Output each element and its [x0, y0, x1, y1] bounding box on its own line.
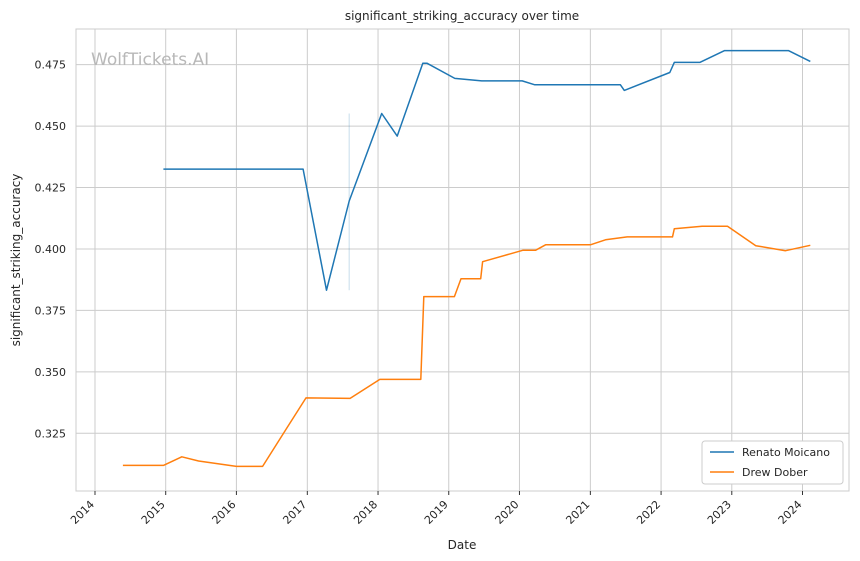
x-tick-label: 2016 [210, 498, 239, 527]
series-line-drew-dober [122, 225, 811, 468]
y-tick-label: 0.375 [35, 304, 67, 317]
series-line-renato-moicano [163, 49, 811, 291]
chart-title: significant_striking_accuracy over time [345, 9, 579, 23]
plot-area [76, 29, 849, 491]
plot-frame [75, 28, 850, 492]
y-tick-label: 0.450 [35, 120, 67, 133]
y-tick-label: 0.350 [35, 366, 67, 379]
x-tick-label: 2017 [280, 498, 309, 527]
grid [76, 29, 849, 491]
watermark: WolfTickets.AI [91, 50, 209, 70]
x-tick-label: 2015 [139, 498, 168, 527]
x-tick-label: 2022 [634, 498, 663, 527]
x-tick-label: 2018 [351, 498, 380, 527]
x-tick-labels: 2014 2015 2016 2017 2018 2019 2020 2021 2022 2023… [68, 491, 805, 527]
y-tick-label: 0.425 [35, 182, 67, 195]
x-tick-label: 2020 [493, 498, 522, 527]
x-tick-label: 2021 [563, 498, 592, 527]
x-tick-label: 2023 [705, 498, 734, 527]
legend-label-drew: Drew Dober [742, 466, 808, 479]
y-tick-label: 0.475 [35, 59, 67, 72]
x-tick-label: 2014 [68, 498, 97, 527]
legend-box [701, 440, 844, 485]
y-tick-label: 0.325 [35, 427, 67, 440]
x-axis-label: Date [448, 538, 477, 552]
x-tick-label: 2019 [422, 498, 451, 527]
legend: Renato Moicano Drew Dober [701, 440, 844, 485]
legend-label-renato: Renato Moicano [742, 446, 830, 459]
y-tick-labels: 0.325 0.350 0.375 0.400 0.425 0.450 0.475 [35, 59, 67, 441]
x-tick-label: 2024 [776, 498, 805, 527]
y-tick-label: 0.400 [35, 243, 67, 256]
series-lines [122, 49, 811, 468]
y-axis-label: significant_striking_accuracy [9, 174, 23, 347]
